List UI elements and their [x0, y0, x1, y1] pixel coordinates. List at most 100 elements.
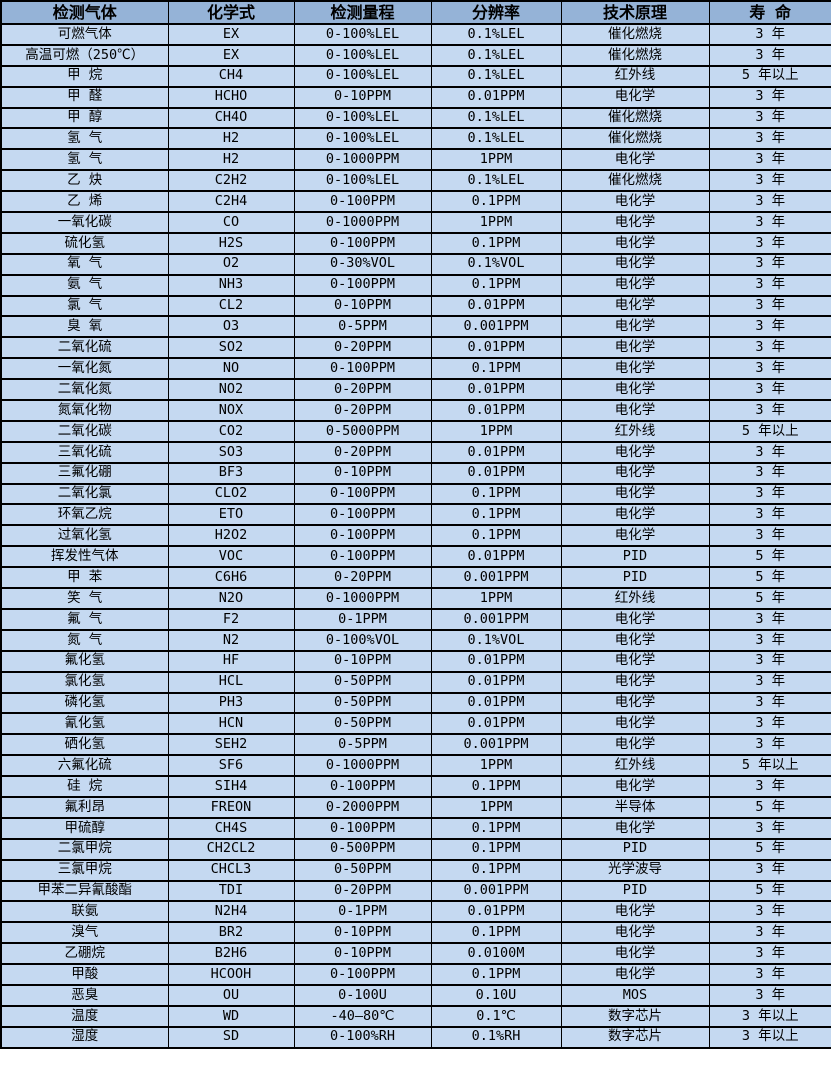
resolution-cell: 0.01PPM [430, 399, 562, 422]
table-row: 温度 WD -40—80℃ 0.1℃ 数字芯片 3 年以上 [0, 1004, 831, 1028]
gas-name-cell: 甲 醛 [0, 85, 169, 109]
resolution-cell: 0.1%LEL [430, 43, 562, 67]
chemical-formula-cell: BR2 [167, 921, 295, 945]
detection-range-cell: 0-10PPM [293, 294, 432, 318]
technology-principle-cell: 电化学 [560, 273, 710, 297]
lifespan-cell: 3 年 [708, 942, 831, 966]
chemical-formula-cell: CH4O [167, 106, 295, 130]
lifespan-cell: 3 年 [708, 23, 831, 46]
detection-range-cell: 0-20PPM [293, 879, 432, 903]
detection-range-cell: 0-1000PPM [293, 754, 432, 778]
lifespan-cell: 3 年 [708, 983, 831, 1007]
table-row: 溴气 BR2 0-10PPM 0.1PPM 电化学 3 年 [0, 921, 831, 945]
col-header-technology-principle: 技术原理 [560, 0, 710, 25]
detection-range-cell: 0-100PPM [293, 503, 432, 527]
table-row: 甲 醛 HCHO 0-10PPM 0.01PPM 电化学 3 年 [0, 85, 831, 109]
technology-principle-cell: 电化学 [560, 900, 710, 924]
detection-range-cell: 0-10PPM [293, 85, 432, 109]
chemical-formula-cell: EX [167, 43, 295, 67]
resolution-cell: 0.1PPM [430, 963, 562, 986]
chemical-formula-cell: H2 [167, 127, 295, 151]
resolution-cell: 1PPM [430, 211, 562, 234]
gas-name-cell: 乙 烯 [0, 190, 169, 214]
gas-name-cell: 甲 烷 [0, 64, 169, 88]
table-row: 硅 烷 SIH4 0-100PPM 0.1PPM 电化学 3 年 [0, 775, 831, 798]
gas-name-cell: 磷化氢 [0, 691, 169, 715]
lifespan-cell: 3 年 [708, 106, 831, 130]
technology-principle-cell: 电化学 [560, 524, 710, 548]
resolution-cell: 0.1%LEL [430, 106, 562, 130]
resolution-cell: 0.1%VOL [430, 252, 562, 276]
table-row: 甲 烷 CH4 0-100%LEL 0.1%LEL 红外线 5 年以上 [0, 64, 831, 88]
detection-range-cell: 0-1000PPM [293, 211, 432, 234]
chemical-formula-cell: C6H6 [167, 566, 295, 590]
table-row: 一氧化氮 NO 0-100PPM 0.1PPM 电化学 3 年 [0, 357, 831, 381]
detection-range-cell: 0-100PPM [293, 357, 432, 381]
resolution-cell: 0.1PPM [430, 357, 562, 381]
resolution-cell: 0.001PPM [430, 566, 562, 590]
header-row: 检测气体 化学式 检测量程 分辨率 技术原理 寿 命 [0, 0, 831, 25]
detection-range-cell: 0-20PPM [293, 399, 432, 422]
gas-name-cell: 氢 气 [0, 148, 169, 172]
table-row: 三氯甲烷 CHCL3 0-50PPM 0.1PPM 光学波导 3 年 [0, 858, 831, 882]
resolution-cell: 0.01PPM [430, 461, 562, 485]
detection-range-cell: 0-20PPM [293, 336, 432, 360]
table-row: 氟利昂 FREON 0-2000PPM 1PPM 半导体 5 年 [0, 795, 831, 819]
gas-name-cell: 二氧化氯 [0, 482, 169, 506]
table-row: 硒化氢 SEH2 0-5PPM 0.001PPM 电化学 3 年 [0, 733, 831, 757]
detection-range-cell: 0-100%VOL [293, 628, 432, 652]
technology-principle-cell: 电化学 [560, 628, 710, 652]
technology-principle-cell: 红外线 [560, 587, 710, 610]
technology-principle-cell: 电化学 [560, 942, 710, 966]
chemical-formula-cell: O2 [167, 252, 295, 276]
gas-spec-table: 检测气体 化学式 检测量程 分辨率 技术原理 寿 命 可燃气体 EX 0-100%L… [0, 0, 831, 1049]
resolution-cell: 0.001PPM [430, 315, 562, 339]
chemical-formula-cell: CH2CL2 [167, 837, 295, 861]
table-row: 二氧化碳 CO2 0-5000PPM 1PPM 红外线 5 年以上 [0, 419, 831, 443]
gas-name-cell: 氟利昂 [0, 795, 169, 819]
gas-name-cell: 甲 醇 [0, 106, 169, 130]
gas-name-cell: 氯化氢 [0, 670, 169, 694]
table-row: 氟化氢 HF 0-10PPM 0.01PPM 电化学 3 年 [0, 649, 831, 673]
gas-name-cell: 一氧化碳 [0, 211, 169, 234]
detection-range-cell: 0-10PPM [293, 921, 432, 945]
gas-name-cell: 甲苯二异氰酸酯 [0, 879, 169, 903]
gas-name-cell: 氮氧化物 [0, 399, 169, 422]
lifespan-cell: 5 年 [708, 545, 831, 569]
chemical-formula-cell: O3 [167, 315, 295, 339]
table-row: 乙硼烷 B2H6 0-10PPM 0.0100M 电化学 3 年 [0, 942, 831, 966]
gas-name-cell: 氰化氢 [0, 712, 169, 736]
col-header-gas-name: 检测气体 [0, 0, 169, 25]
chemical-formula-cell: HCHO [167, 85, 295, 109]
resolution-cell: 0.1%LEL [430, 127, 562, 151]
chemical-formula-cell: PH3 [167, 691, 295, 715]
gas-name-cell: 二氯甲烷 [0, 837, 169, 861]
lifespan-cell: 3 年 [708, 691, 831, 715]
resolution-cell: 0.01PPM [430, 900, 562, 924]
lifespan-cell: 3 年 [708, 858, 831, 882]
detection-range-cell: 0-10PPM [293, 649, 432, 673]
technology-principle-cell: 数字芯片 [560, 1004, 710, 1028]
gas-name-cell: 三氧化硫 [0, 440, 169, 464]
gas-name-cell: 二氧化氮 [0, 378, 169, 402]
lifespan-cell: 3 年 [708, 43, 831, 67]
detection-range-cell: 0-30%VOL [293, 252, 432, 276]
table-row: 甲硫醇 CH4S 0-100PPM 0.1PPM 电化学 3 年 [0, 816, 831, 840]
lifespan-cell: 3 年以上 [708, 1025, 831, 1049]
gas-name-cell: 高温可燃（250℃） [0, 43, 169, 67]
chemical-formula-cell: HCOOH [167, 963, 295, 986]
lifespan-cell: 3 年 [708, 399, 831, 422]
detection-range-cell: 0-2000PPM [293, 795, 432, 819]
resolution-cell: 0.01PPM [430, 440, 562, 464]
technology-principle-cell: MOS [560, 983, 710, 1007]
resolution-cell: 0.1%RH [430, 1025, 562, 1049]
detection-range-cell: 0-100PPM [293, 963, 432, 986]
resolution-cell: 0.01PPM [430, 85, 562, 109]
technology-principle-cell: 电化学 [560, 649, 710, 673]
technology-principle-cell: 催化燃烧 [560, 43, 710, 67]
lifespan-cell: 3 年 [708, 294, 831, 318]
chemical-formula-cell: CH4S [167, 816, 295, 840]
chemical-formula-cell: EX [167, 23, 295, 46]
technology-principle-cell: 半导体 [560, 795, 710, 819]
detection-range-cell: 0-100%LEL [293, 169, 432, 193]
